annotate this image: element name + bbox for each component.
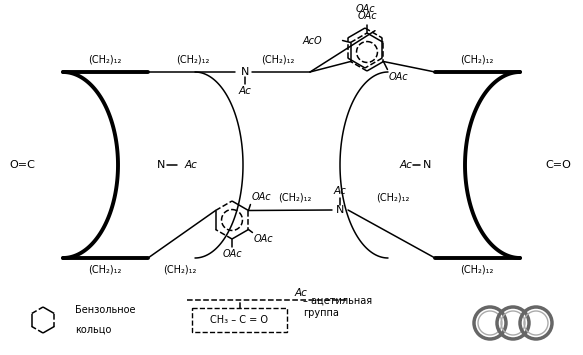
Text: (CH₂)₁₂: (CH₂)₁₂ [163,265,196,275]
Bar [192,308,287,332]
Text: N: N [336,205,344,215]
Text: (CH₂)₁₂: (CH₂)₁₂ [88,265,122,275]
Text: Ac: Ac [333,186,346,196]
Text: Ac: Ac [400,160,413,170]
Text: CH₃ – C = O: CH₃ – C = O [210,315,269,325]
Text: Ac: Ac [185,160,198,170]
Text: O=C: O=C [9,160,35,170]
Text: Ac: Ac [295,288,308,298]
Text: (CH₂)₁₂: (CH₂)₁₂ [461,55,494,65]
Text: (CH₂)₁₂: (CH₂)₁₂ [88,55,122,65]
Text: AcO: AcO [303,36,322,45]
Text: OAc: OAc [357,11,377,21]
Text: (CH₂)₁₂: (CH₂)₁₂ [261,55,294,65]
Text: – ацетильная: – ацетильная [303,296,372,306]
Text: N: N [241,67,249,77]
Text: Бензольное: Бензольное [75,305,135,315]
Text: (CH₂)₁₂: (CH₂)₁₂ [376,193,410,203]
Text: OAc: OAc [251,192,271,202]
Text: OAc: OAc [355,4,375,14]
Text: группа: группа [303,308,339,318]
Text: Ac: Ac [238,86,251,96]
Text: C=O: C=O [545,160,571,170]
Text: N: N [157,160,165,170]
Text: OAc: OAc [222,249,242,259]
Text: (CH₂)₁₂: (CH₂)₁₂ [461,265,494,275]
Text: OAc: OAc [254,234,273,244]
Text: OAc: OAc [388,71,408,82]
Text: (CH₂)₁₂: (CH₂)₁₂ [278,193,312,203]
Text: кольцо: кольцо [75,325,111,335]
Text: N: N [423,160,431,170]
Text: (CH₂)₁₂: (CH₂)₁₂ [176,55,210,65]
